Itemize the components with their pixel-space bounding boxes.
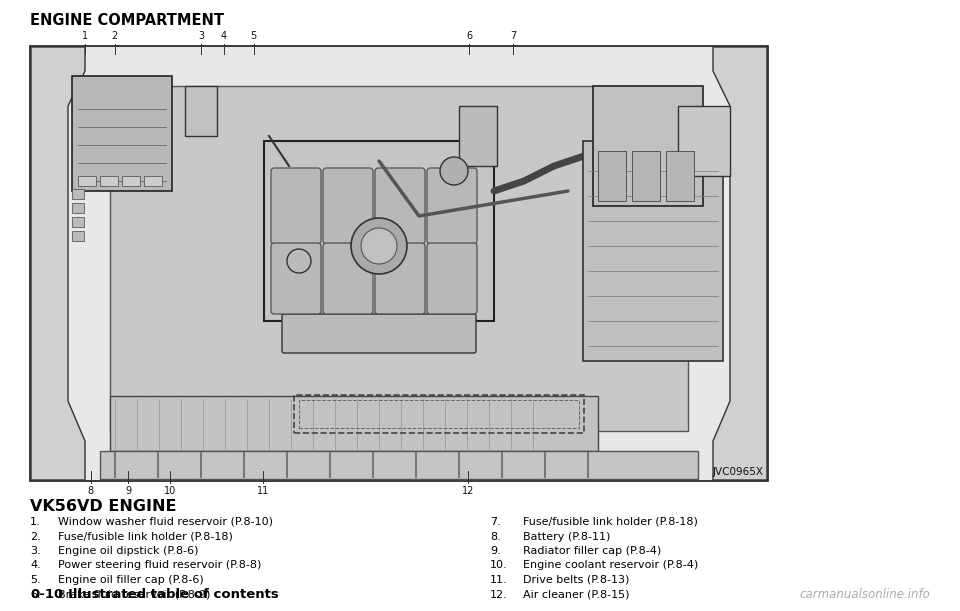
Text: 1: 1 (83, 31, 88, 41)
FancyBboxPatch shape (427, 168, 477, 244)
Bar (72, 231, 84, 241)
Text: 12: 12 (462, 486, 474, 496)
FancyBboxPatch shape (323, 243, 373, 314)
Text: 5: 5 (251, 31, 256, 41)
FancyBboxPatch shape (375, 243, 425, 314)
FancyBboxPatch shape (323, 168, 373, 244)
Text: 3: 3 (198, 31, 204, 41)
Text: 11: 11 (257, 486, 270, 496)
Text: 7: 7 (511, 31, 516, 41)
Text: 5.: 5. (30, 575, 40, 585)
Text: Window washer fluid reservoir (P.8-10): Window washer fluid reservoir (P.8-10) (58, 517, 273, 527)
Text: 11.: 11. (490, 575, 508, 585)
Text: 9.: 9. (490, 546, 501, 556)
Text: Air cleaner (P.8-15): Air cleaner (P.8-15) (523, 590, 630, 599)
Text: 2.: 2. (30, 532, 40, 541)
Text: Illustrated table of contents: Illustrated table of contents (68, 588, 278, 601)
Text: 9: 9 (125, 486, 132, 496)
Text: 10.: 10. (490, 560, 508, 571)
Bar (122, 176, 140, 186)
Text: 4: 4 (221, 31, 228, 41)
Text: 12.: 12. (490, 590, 508, 599)
Text: 10: 10 (164, 486, 177, 496)
Circle shape (440, 157, 468, 185)
Bar (593, 86, 703, 206)
Bar (144, 176, 162, 186)
Bar (666, 151, 694, 201)
Text: 1.: 1. (30, 517, 40, 527)
Text: Engine coolant reservoir (P.8-4): Engine coolant reservoir (P.8-4) (523, 560, 698, 571)
Bar (31, 47, 767, 480)
Text: 8: 8 (87, 486, 93, 496)
Text: 6: 6 (466, 31, 472, 41)
Bar (185, 86, 217, 136)
FancyBboxPatch shape (271, 168, 321, 244)
Bar (72, 217, 84, 227)
Text: Power steering fluid reservoir (P.8-8): Power steering fluid reservoir (P.8-8) (58, 560, 261, 571)
Text: Battery (P.8-11): Battery (P.8-11) (523, 532, 611, 541)
Bar (678, 106, 730, 176)
Bar (110, 396, 598, 451)
Bar (110, 86, 688, 431)
FancyBboxPatch shape (375, 168, 425, 244)
FancyBboxPatch shape (282, 314, 476, 353)
Text: 2: 2 (111, 31, 118, 41)
Text: Fuse/fusible link holder (P.8-18): Fuse/fusible link holder (P.8-18) (58, 532, 233, 541)
Text: Engine oil dipstick (P.8-6): Engine oil dipstick (P.8-6) (58, 546, 199, 556)
Bar (583, 141, 723, 361)
Bar (100, 451, 698, 479)
FancyBboxPatch shape (427, 243, 477, 314)
Text: Drive belts (P.8-13): Drive belts (P.8-13) (523, 575, 630, 585)
FancyBboxPatch shape (271, 243, 321, 314)
Text: carmanualsonline.info: carmanualsonline.info (799, 588, 930, 601)
Text: Engine oil filler cap (P.8-6): Engine oil filler cap (P.8-6) (58, 575, 204, 585)
Text: ENGINE COMPARTMENT: ENGINE COMPARTMENT (30, 13, 224, 28)
Text: JVC0965X: JVC0965X (713, 467, 764, 477)
Circle shape (361, 228, 397, 264)
Bar (264, 141, 494, 321)
Bar (598, 151, 626, 201)
Bar (72, 189, 84, 199)
Text: Brake fluid reservoir (P.8-9): Brake fluid reservoir (P.8-9) (58, 590, 210, 599)
Text: 8.: 8. (490, 532, 501, 541)
Text: Radiator filler cap (P.8-4): Radiator filler cap (P.8-4) (523, 546, 661, 556)
Circle shape (287, 249, 311, 273)
Text: VK56VD ENGINE: VK56VD ENGINE (30, 499, 177, 514)
Bar (632, 151, 660, 201)
Text: 0-10: 0-10 (30, 588, 63, 601)
Text: Fuse/fusible link holder (P.8-18): Fuse/fusible link holder (P.8-18) (523, 517, 698, 527)
Bar (78, 176, 96, 186)
Text: 7.: 7. (490, 517, 501, 527)
Bar (100, 176, 118, 186)
Text: 6.: 6. (30, 590, 40, 599)
Polygon shape (713, 47, 767, 480)
Polygon shape (31, 47, 85, 480)
Bar (72, 76, 172, 191)
Bar (30, 46, 768, 481)
Bar (299, 400, 579, 428)
Text: 3.: 3. (30, 546, 40, 556)
Bar (459, 106, 497, 166)
Bar (72, 203, 84, 213)
Bar (294, 395, 584, 433)
Text: 4.: 4. (30, 560, 40, 571)
Circle shape (351, 218, 407, 274)
